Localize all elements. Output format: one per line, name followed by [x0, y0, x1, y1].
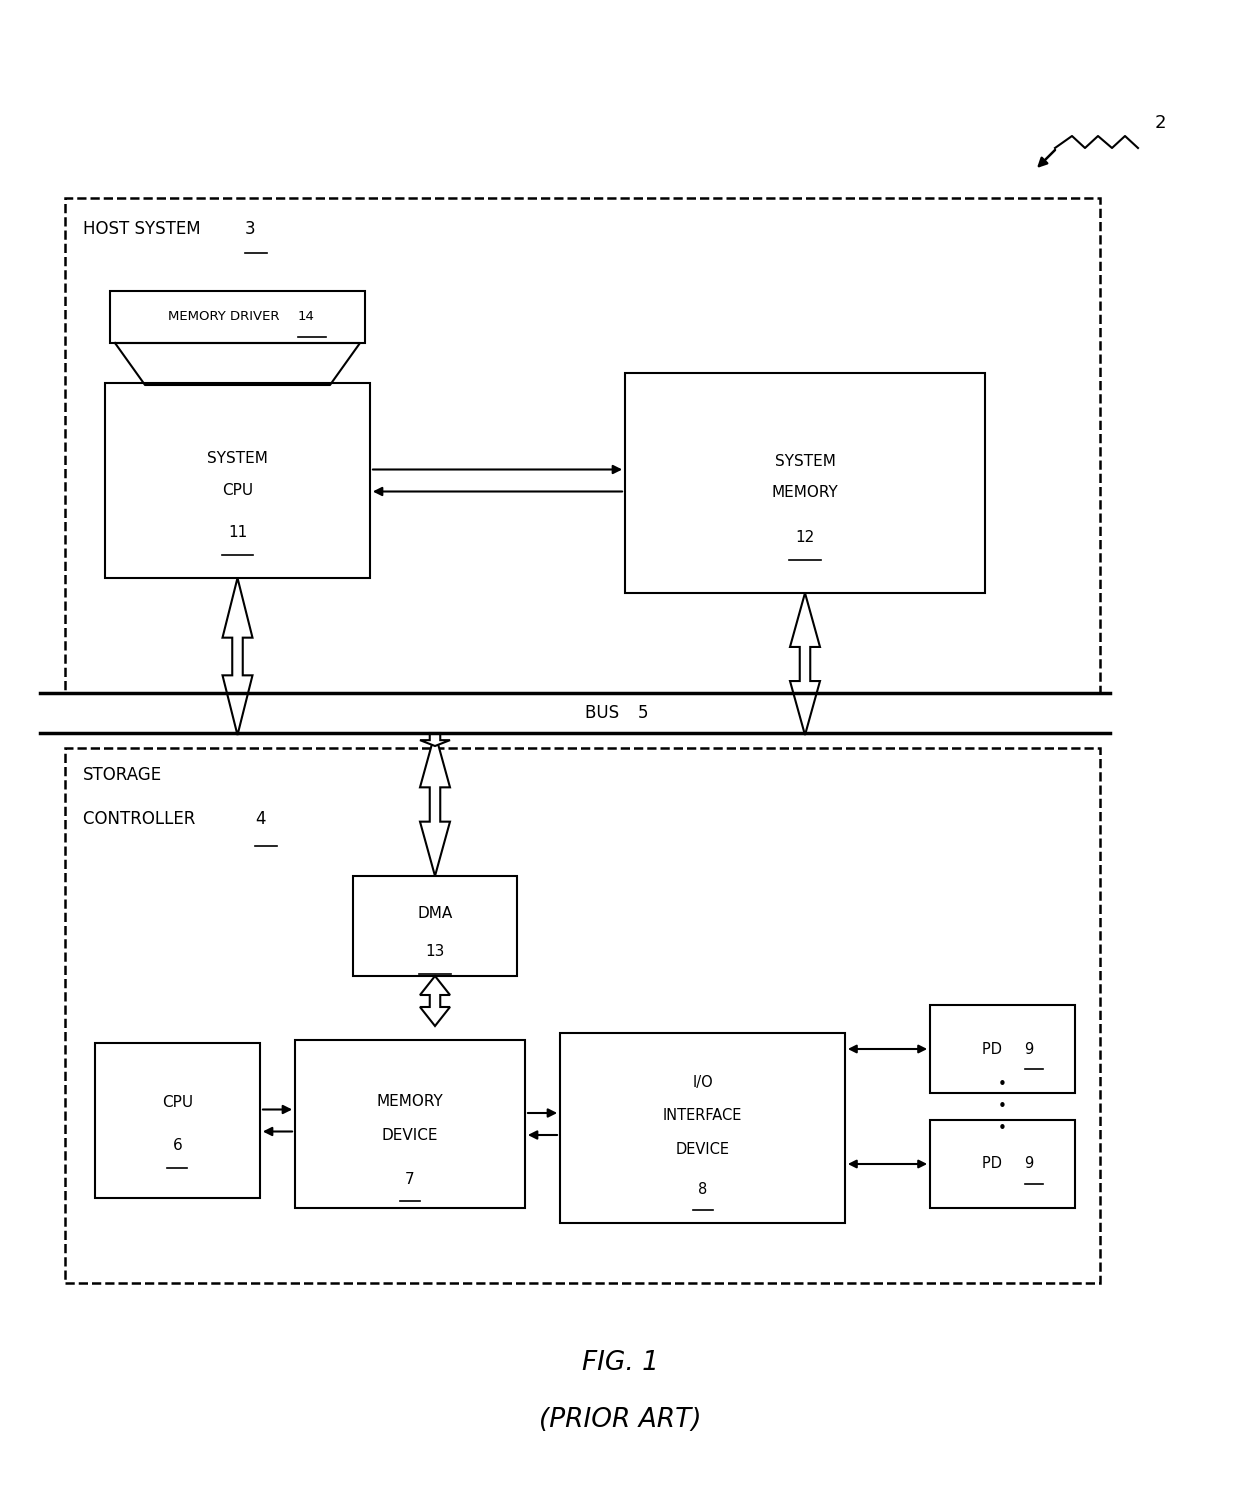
Text: 6: 6: [172, 1138, 182, 1153]
FancyBboxPatch shape: [105, 383, 370, 578]
FancyBboxPatch shape: [64, 748, 1100, 1282]
Text: SYSTEM: SYSTEM: [207, 451, 268, 466]
Text: 5: 5: [639, 704, 649, 722]
FancyBboxPatch shape: [295, 1040, 525, 1207]
FancyBboxPatch shape: [930, 1005, 1075, 1094]
Text: CONTROLLER: CONTROLLER: [83, 810, 201, 828]
FancyBboxPatch shape: [110, 291, 365, 343]
Text: 9: 9: [1024, 1156, 1034, 1171]
Polygon shape: [222, 578, 253, 736]
Polygon shape: [420, 977, 450, 1026]
Text: INTERFACE: INTERFACE: [663, 1109, 743, 1124]
Text: 3: 3: [246, 220, 255, 238]
Text: MEMORY DRIVER: MEMORY DRIVER: [167, 310, 284, 324]
Text: SYSTEM: SYSTEM: [775, 454, 836, 469]
Text: CPU: CPU: [162, 1095, 193, 1110]
Text: •: •: [998, 1100, 1007, 1115]
Text: •: •: [998, 1077, 1007, 1092]
Text: DEVICE: DEVICE: [676, 1143, 729, 1158]
Text: DMA: DMA: [418, 906, 453, 921]
Text: STORAGE: STORAGE: [83, 765, 162, 783]
Text: CPU: CPU: [222, 482, 253, 497]
Polygon shape: [420, 733, 450, 876]
FancyBboxPatch shape: [95, 1043, 260, 1198]
Text: BUS: BUS: [585, 704, 625, 722]
Text: 8: 8: [698, 1182, 707, 1197]
FancyBboxPatch shape: [560, 1034, 844, 1222]
Polygon shape: [420, 733, 450, 746]
Text: 13: 13: [425, 944, 445, 959]
Text: 4: 4: [255, 810, 265, 828]
Text: PD: PD: [982, 1041, 1007, 1056]
Text: PD: PD: [982, 1156, 1007, 1171]
Text: DEVICE: DEVICE: [382, 1128, 438, 1143]
FancyBboxPatch shape: [930, 1121, 1075, 1207]
FancyBboxPatch shape: [625, 373, 985, 593]
Text: 7: 7: [405, 1171, 415, 1186]
Text: 2: 2: [1154, 114, 1167, 132]
Text: (PRIOR ART): (PRIOR ART): [538, 1407, 702, 1434]
Text: HOST SYSTEM: HOST SYSTEM: [83, 220, 206, 238]
Text: FIG. 1: FIG. 1: [582, 1350, 658, 1377]
FancyBboxPatch shape: [353, 876, 517, 977]
Text: 11: 11: [228, 524, 247, 539]
FancyBboxPatch shape: [64, 198, 1100, 694]
Text: MEMORY: MEMORY: [771, 485, 838, 500]
Polygon shape: [790, 593, 820, 736]
Text: 12: 12: [795, 530, 815, 545]
Text: I/O: I/O: [692, 1076, 713, 1091]
Text: MEMORY: MEMORY: [377, 1095, 444, 1110]
Text: •: •: [998, 1121, 1007, 1135]
Text: 9: 9: [1024, 1041, 1034, 1056]
Text: 14: 14: [298, 310, 315, 324]
